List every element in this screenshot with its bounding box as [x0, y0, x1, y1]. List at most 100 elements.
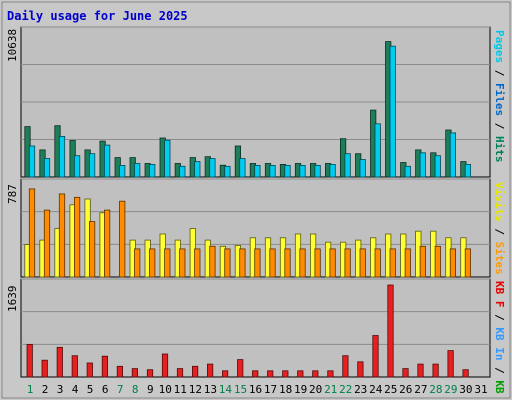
- top-bar-pages-day-26: [404, 165, 411, 178]
- bottom-bar-kb-f-day-11: [176, 368, 184, 378]
- bottom-bar-kb-f-day-24: [372, 335, 379, 378]
- legend-entry-pages: Pages: [493, 30, 506, 63]
- bottom-bar-kb-f-day-18: [282, 370, 289, 378]
- legend-entry-kb-in: KB In: [493, 327, 506, 360]
- day-label-8: 8: [132, 383, 139, 396]
- middle-panel: 787 Visits / Sites: [6, 178, 506, 278]
- bottom-bar-kb-f-day-17: [267, 370, 274, 378]
- top-panel-legend: Pages / Files / Hits: [493, 30, 506, 163]
- top-bar-pages-day-20: [314, 164, 321, 178]
- x-axis-day-labels: 1 2 3 4 5 6 7 8 9 10 11 12 13 14 15 16 17 18 19 20 21 22 23 24 2…: [27, 383, 488, 396]
- middle-bar-sites-day-15: [239, 248, 246, 278]
- legend-entry-files: Files: [493, 83, 506, 116]
- bottom-panel: 1639 KB F / KB In / KB Out: [6, 278, 506, 400]
- day-label-29: 29: [444, 383, 457, 396]
- middle-bar-sites-day-3: [58, 193, 66, 278]
- legend-entry-visits: Visits: [493, 182, 506, 222]
- middle-bar-sites-day-5: [89, 221, 96, 278]
- legend-separator: /: [493, 116, 506, 136]
- bottom-bar-kb-f-day-14: [221, 370, 229, 378]
- bottom-bar-kb-f-day-29: [447, 350, 454, 378]
- bottom-bar-kb-f-day-7: [116, 365, 123, 378]
- day-label-2: 2: [42, 383, 49, 396]
- middle-bar-sites-day-28: [434, 245, 441, 278]
- middle-bar-sites-day-24: [374, 248, 381, 278]
- bottom-bar-kb-f-day-2: [41, 359, 48, 378]
- day-label-1: 1: [27, 383, 34, 396]
- top-bar-pages-day-25: [389, 45, 396, 178]
- day-label-3: 3: [57, 383, 64, 396]
- middle-bar-sites-day-10: [164, 248, 171, 278]
- top-bar-pages-day-27: [419, 152, 426, 178]
- legend-separator: /: [493, 308, 506, 328]
- bottom-panel-max-label: 1639: [6, 286, 19, 313]
- legend-entry-kb-f: KB F: [493, 281, 506, 308]
- top-bar-pages-day-19: [299, 164, 306, 178]
- top-bar-pages-day-4: [74, 155, 81, 178]
- day-label-19: 19: [294, 383, 307, 396]
- bottom-bar-kb-f-day-8: [131, 368, 138, 378]
- top-bar-pages-day-17: [269, 164, 276, 178]
- day-label-6: 6: [102, 383, 109, 396]
- middle-bar-sites-day-18: [284, 248, 291, 278]
- bottom-panel-grid: [21, 278, 490, 345]
- top-bar-pages-day-21: [329, 163, 336, 178]
- middle-bar-sites-day-19: [299, 248, 306, 278]
- bottom-bar-kb-f-day-9: [146, 369, 154, 378]
- bottom-bar-kb-f-day-20: [312, 370, 319, 378]
- day-label-9: 9: [147, 383, 154, 396]
- middle-bar-sites-day-1: [28, 188, 36, 278]
- middle-bar-sites-day-23: [359, 248, 366, 278]
- bottom-bar-kb-f-day-21: [327, 370, 334, 378]
- middle-bar-sites-day-11: [179, 248, 186, 278]
- day-label-16: 16: [249, 383, 262, 396]
- top-panel-bars: [24, 41, 472, 178]
- day-label-31: 31: [474, 383, 487, 396]
- day-label-10: 10: [159, 383, 172, 396]
- middle-panel-max-label: 787: [6, 184, 19, 204]
- legend-entry-sites: Sites: [493, 242, 506, 275]
- bottom-panel-bars: [26, 284, 469, 378]
- middle-bar-sites-day-8: [134, 248, 141, 278]
- bottom-bar-kb-f-day-1: [26, 343, 33, 378]
- top-bar-pages-day-12: [194, 161, 201, 178]
- day-label-21: 21: [324, 383, 337, 396]
- middle-bar-sites-day-29: [449, 248, 457, 278]
- bottom-bar-kb-f-day-15: [237, 359, 244, 378]
- top-bar-pages-day-30: [464, 163, 472, 178]
- middle-bar-sites-day-30: [464, 248, 472, 278]
- legend-entry-kb-out: KB Out: [493, 380, 506, 400]
- middle-bar-sites-day-17: [269, 248, 276, 278]
- bottom-bar-kb-f-day-27: [417, 363, 424, 378]
- top-bar-pages-day-13: [209, 158, 216, 178]
- top-bar-pages-day-7: [119, 164, 126, 178]
- top-bar-pages-day-22: [344, 153, 351, 178]
- top-bar-pages-day-28: [434, 155, 441, 178]
- bottom-bar-kb-f-day-3: [56, 346, 63, 378]
- middle-bar-sites-day-20: [314, 248, 321, 278]
- top-panel-grid: [21, 26, 490, 140]
- top-bar-pages-day-10: [164, 139, 171, 178]
- day-label-18: 18: [279, 383, 292, 396]
- bottom-bar-kb-f-day-30: [462, 369, 469, 378]
- top-bar-pages-day-6: [104, 144, 111, 178]
- top-bar-pages-day-16: [254, 164, 261, 178]
- middle-bar-sites-day-2: [43, 209, 51, 278]
- top-bar-pages-day-1: [28, 145, 36, 178]
- bottom-bar-kb-f-day-16: [252, 370, 259, 378]
- top-bar-pages-day-11: [179, 165, 186, 178]
- day-label-30: 30: [459, 383, 472, 396]
- day-label-24: 24: [369, 383, 383, 396]
- day-label-15: 15: [234, 383, 247, 396]
- bottom-bar-kb-f-day-22: [342, 355, 349, 378]
- day-label-11: 11: [174, 383, 187, 396]
- top-bar-pages-day-2: [43, 158, 51, 178]
- legend-separator: /: [493, 222, 506, 242]
- day-label-28: 28: [429, 383, 442, 396]
- top-bar-pages-day-18: [284, 164, 291, 178]
- top-bar-pages-day-24: [374, 123, 381, 178]
- middle-bar-sites-day-7: [119, 200, 126, 278]
- bottom-bar-kb-f-day-5: [86, 362, 93, 378]
